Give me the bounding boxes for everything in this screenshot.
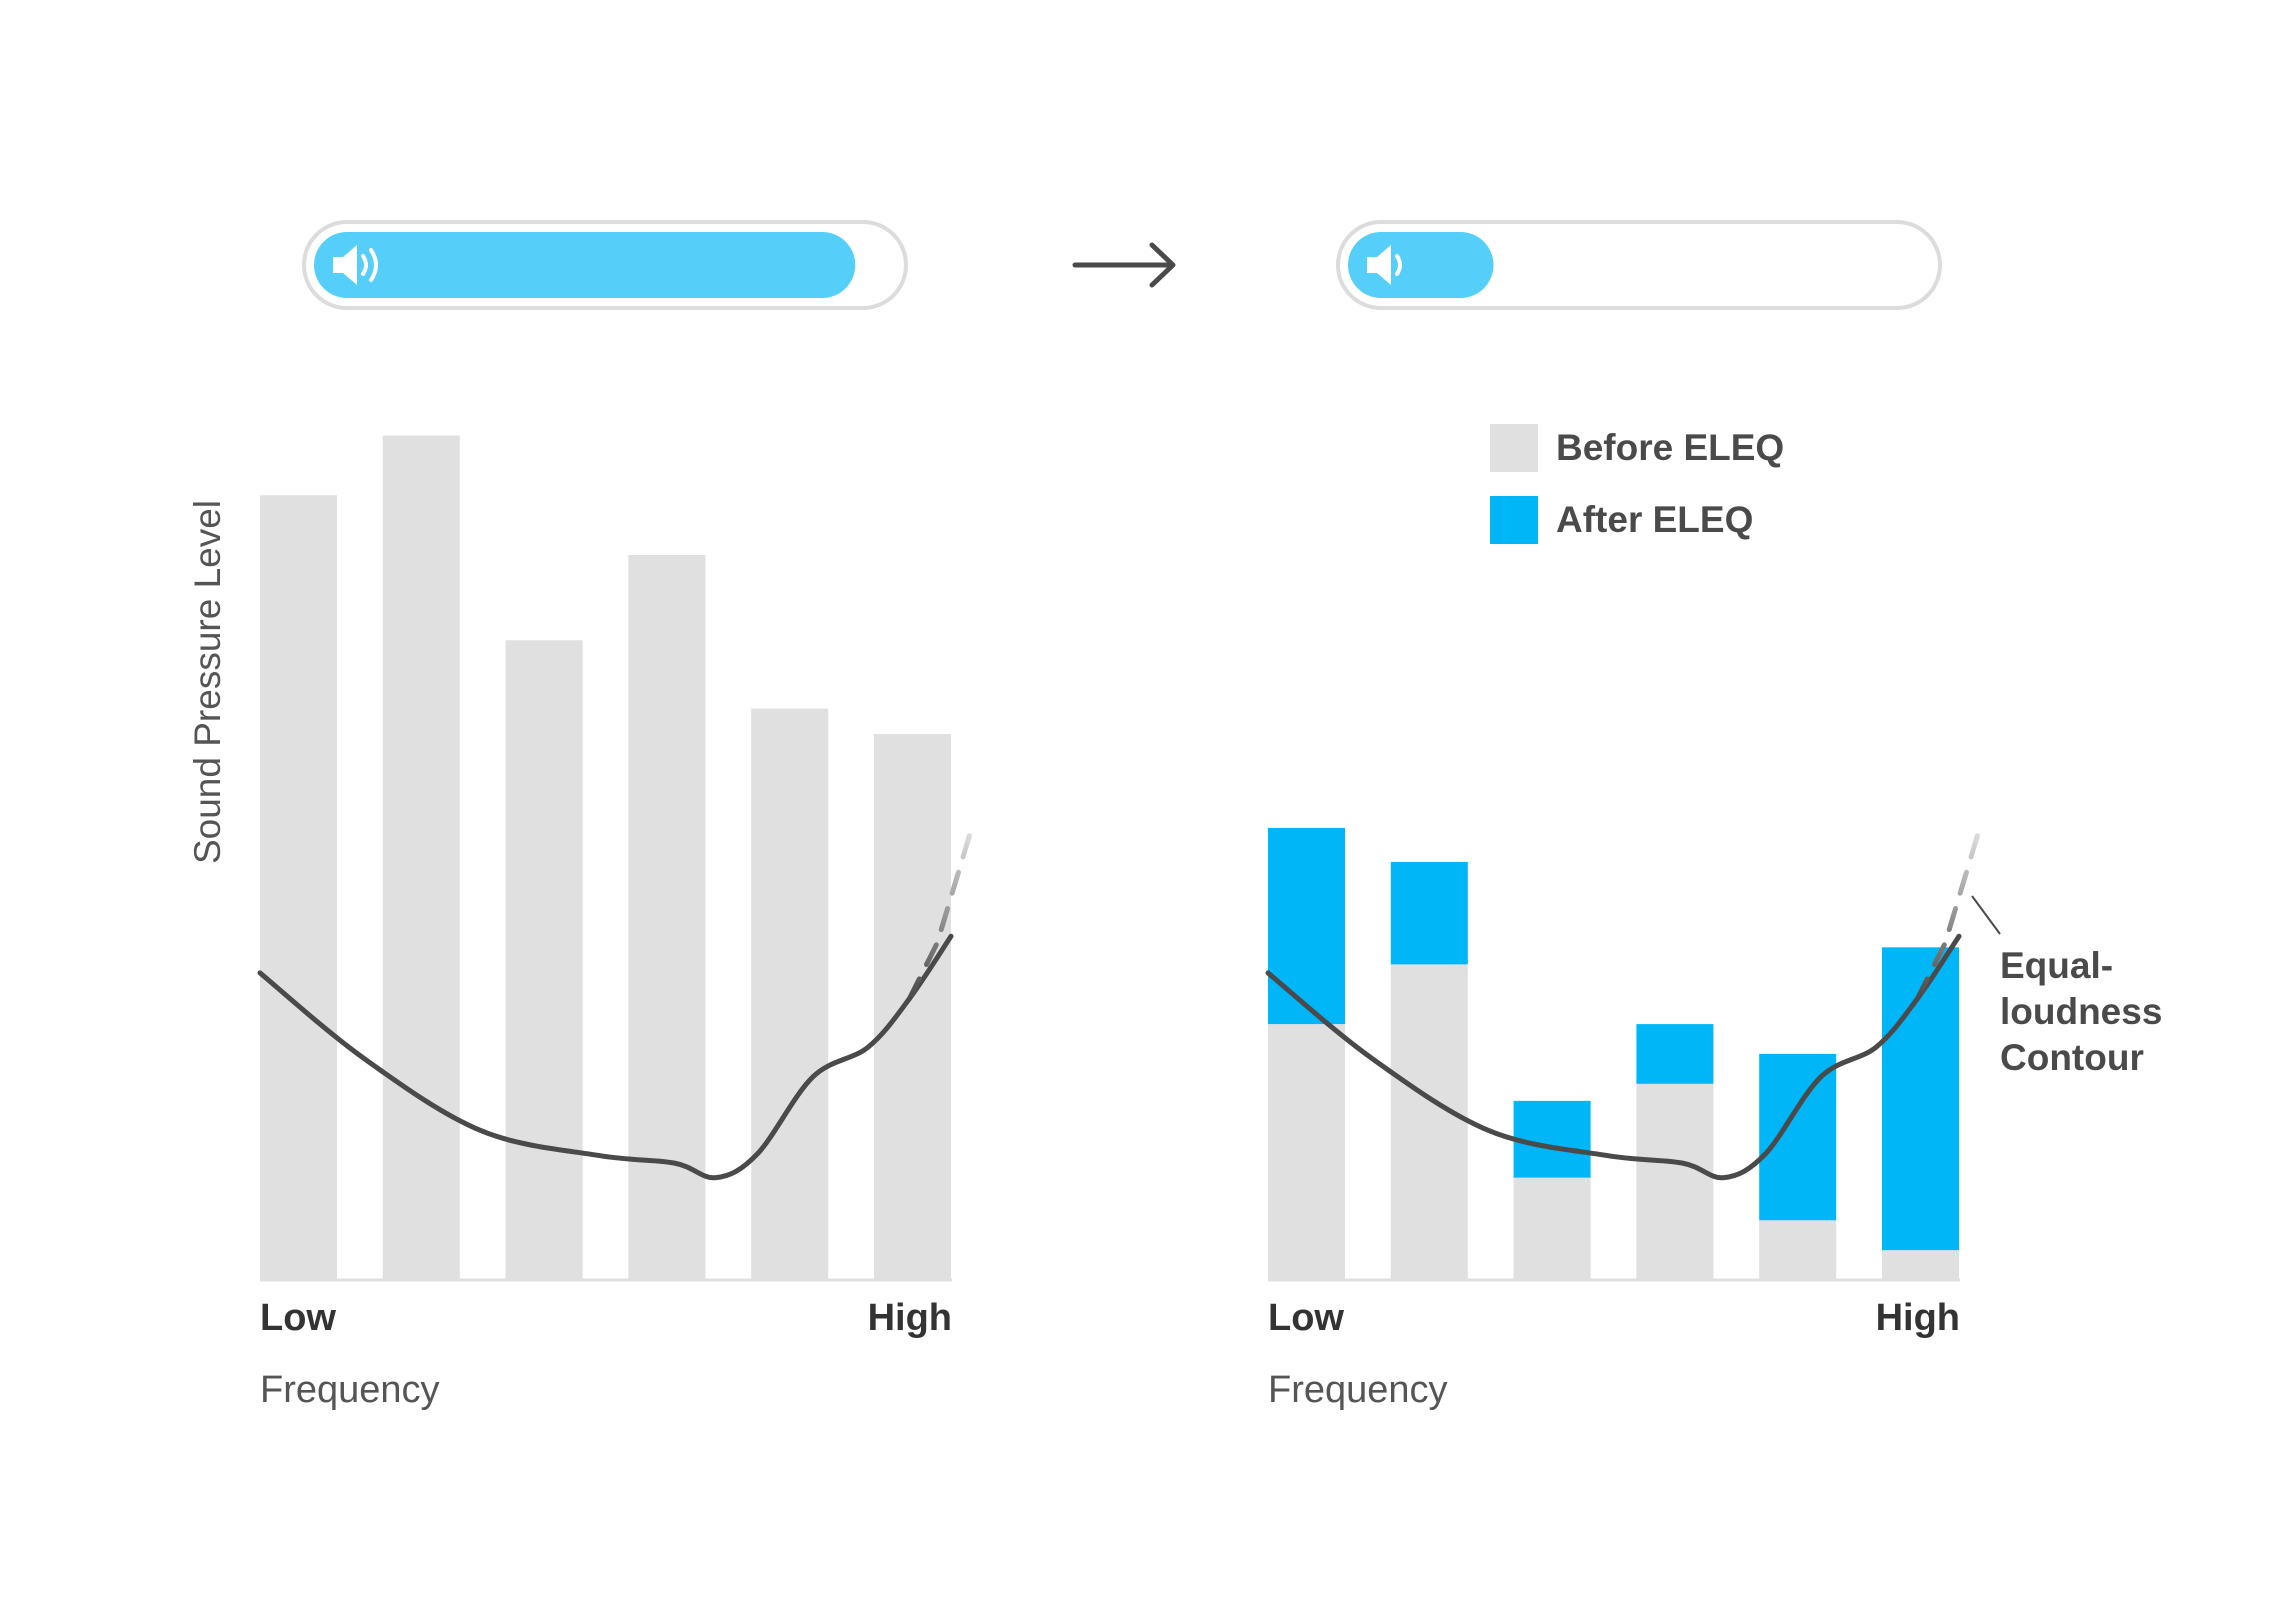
bar-before-segment: [1759, 1220, 1837, 1280]
x-tick-high: High: [868, 1297, 952, 1339]
bars-before: [260, 435, 951, 1280]
bar-before: [260, 495, 337, 1280]
bar-before: [382, 435, 460, 1280]
bar-after-segment: [1268, 827, 1345, 1025]
legend-label-after: After ELEQ: [1556, 499, 1753, 540]
volume-fill-after: [1348, 232, 1494, 298]
bar-before: [505, 640, 583, 1280]
legend-label-before: Before ELEQ: [1556, 427, 1784, 468]
arrow-right-icon: [1072, 242, 1176, 288]
chart-after: Low High Frequency Equal- loudness Conto…: [1265, 825, 2173, 1411]
speaker-low-icon: [1367, 245, 1402, 285]
bar-after-segment: [1513, 1100, 1591, 1178]
bar-before: [874, 734, 951, 1280]
chart-before: Sound Pressure Level Low High Frequency: [187, 435, 975, 1411]
bar-before-segment: [1636, 1083, 1714, 1280]
y-axis-label: Sound Pressure Level: [187, 500, 228, 864]
x-axis-label: Frequency: [1268, 1369, 1448, 1411]
equal-loudness-curve-extension: [1915, 825, 1983, 1002]
bar-after-segment: [1759, 1053, 1837, 1221]
volume-bar-after: [1336, 220, 1942, 310]
legend: Before ELEQ After ELEQ: [1490, 424, 1784, 544]
volume-track-after: [1336, 220, 1942, 310]
bar-before-segment: [1882, 1250, 1959, 1280]
bars-after: [1268, 827, 1959, 1280]
equal-loudness-curve-extension: [907, 825, 975, 1002]
bar-after-segment: [1636, 1024, 1714, 1084]
volume-fill-before: [314, 232, 856, 298]
volume-bar-before: [302, 220, 908, 310]
bar-before-segment: [1513, 1177, 1591, 1280]
x-tick-low: Low: [1268, 1297, 1344, 1339]
bar-after-segment: [1390, 862, 1468, 965]
speaker-high-icon: [333, 245, 378, 285]
equal-loudness-curve: [257, 933, 954, 1181]
annotation-equal-loudness: Equal- loudness Contour: [2000, 945, 2173, 1078]
legend-swatch-after: [1490, 496, 1538, 544]
bar-before-segment: [1390, 964, 1468, 1280]
legend-swatch-before: [1490, 424, 1538, 472]
x-tick-low: Low: [260, 1297, 336, 1339]
bar-before: [751, 708, 829, 1280]
equal-loudness-curve: [1265, 933, 1962, 1181]
x-tick-high: High: [1876, 1297, 1960, 1339]
bar-before-segment: [1268, 1024, 1345, 1280]
annotation-leader-line: [1971, 895, 2001, 935]
x-axis-label: Frequency: [260, 1369, 440, 1411]
